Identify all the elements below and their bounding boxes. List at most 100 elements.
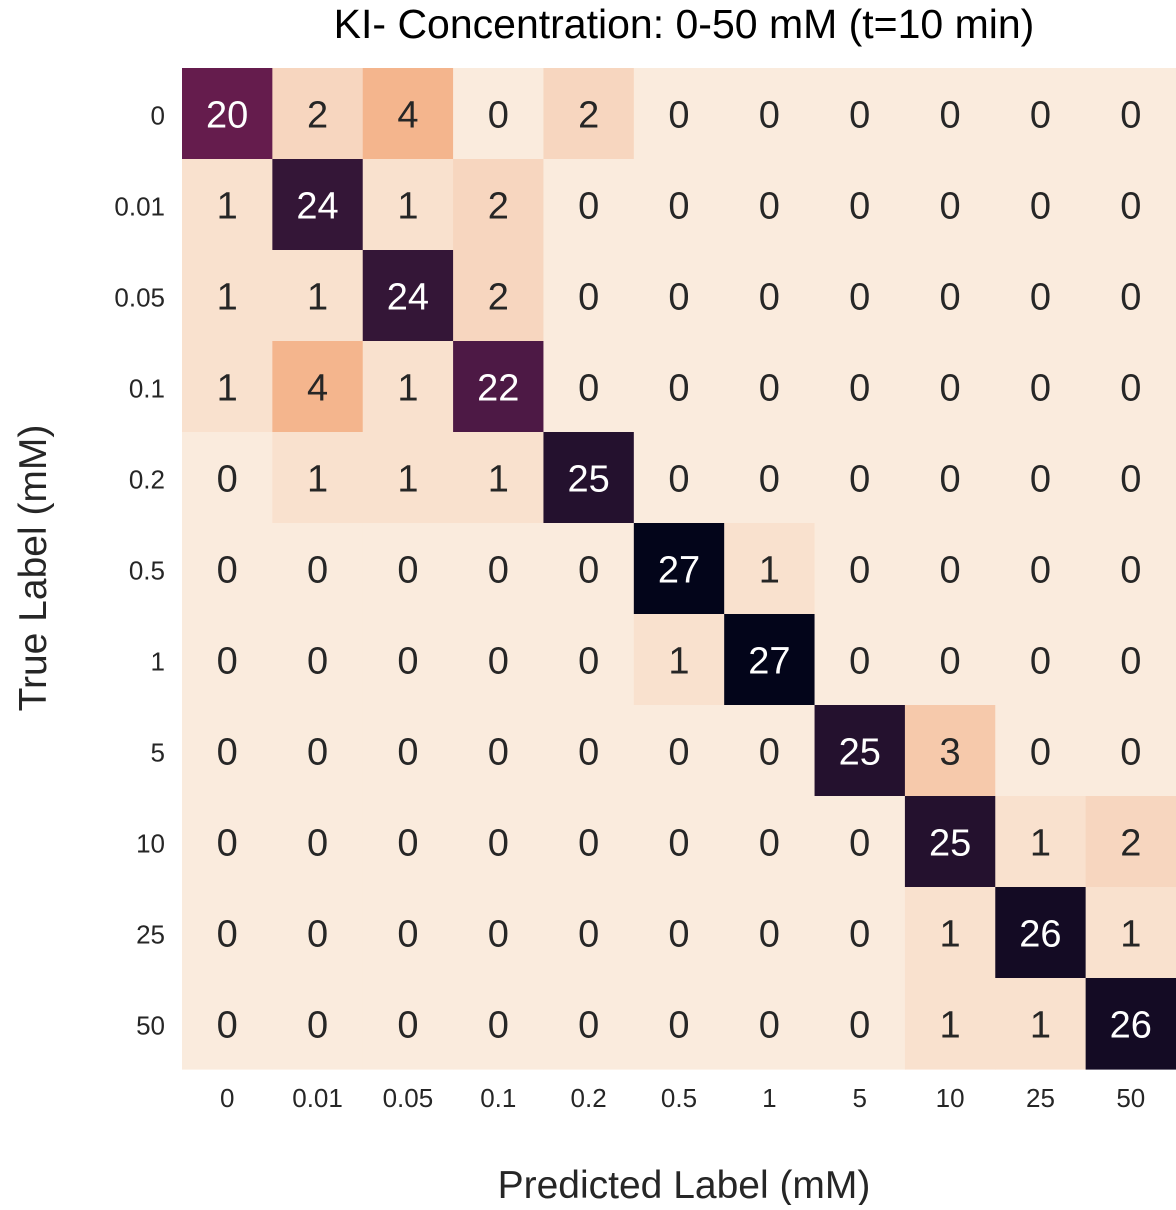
heatmap-cell-r2-c3 [453,250,545,342]
cell-value-label-r7-c10: 0 [1120,732,1141,774]
cell-value-label-r8-c4: 0 [578,823,599,865]
cell-value-label-r3-c2: 1 [397,368,418,410]
cell-value-label-r2-c9: 0 [1030,277,1051,319]
heatmap-cell-r0-c0 [182,68,273,160]
heatmap-cell-r9-c0 [182,887,273,979]
cell-value-label-r0-c10: 0 [1120,95,1141,137]
heatmap-cell-r3-c7 [814,341,906,433]
heatmap-cell-r9-c5 [633,887,725,979]
cell-value-label-r1-c7: 0 [849,186,870,228]
cell-value-label-r1-c10: 0 [1120,186,1141,228]
heatmap-cell-r3-c4 [543,341,635,433]
cell-value-label-r2-c3: 2 [488,277,509,319]
heatmap-cell-r8-c0 [182,796,273,888]
heatmap-cell-r6-c10 [1085,614,1176,706]
cell-value-label-r7-c5: 0 [668,732,689,774]
cell-value-label-r9-c2: 0 [397,914,418,956]
cell-value-label-r7-c8: 3 [940,732,961,774]
heatmap-cell-r10-c8 [904,978,996,1070]
cell-value-label-r3-c1: 4 [307,368,328,410]
heatmap-cell-r4-c0 [182,432,273,524]
cell-value-label-r0-c5: 0 [668,95,689,137]
heatmap-cell-r8-c1 [272,796,364,888]
heatmap-cell-r6-c8 [904,614,996,706]
cell-value-label-r3-c8: 0 [940,368,961,410]
heatmap-cell-r6-c9 [995,614,1087,706]
heatmap-cell-r2-c8 [904,250,996,342]
cell-value-label-r9-c0: 0 [217,914,238,956]
heatmap-cell-r9-c10 [1085,887,1176,979]
heatmap-cell-r2-c10 [1085,250,1176,342]
heatmap-cell-r6-c3 [453,614,545,706]
heatmap-cell-r3-c0 [182,341,273,433]
heatmap-cell-r3-c5 [633,341,725,433]
heatmap-cell-r2-c6 [724,250,816,342]
cell-value-label-r10-c10: 26 [1110,1005,1152,1047]
cell-value-label-r2-c2: 24 [387,277,429,319]
heatmap-cell-r10-c4 [543,978,635,1070]
heatmap-cell-r6-c2 [362,614,454,706]
x-tick-label: 0.05 [383,1083,434,1113]
cell-value-label-r5-c2: 0 [397,550,418,592]
heatmap-cell-labels: 20 2 4 0 2 0 0 0 0 0 01 24 1 2 0 0 0 0 0 0 01 1 24 2 0 0 0 0 0 0 01 4 1 2… [206,95,1152,1047]
heatmap-cell-r1-c1 [272,159,364,251]
cell-value-label-r9-c6: 0 [759,914,780,956]
heatmap-cell-r6-c5 [633,614,725,706]
heatmap-cell-r6-c6 [724,614,816,706]
heatmap-cell-r2-c9 [995,250,1087,342]
heatmap-cells [182,68,1176,1070]
cell-value-label-r1-c5: 0 [668,186,689,228]
cell-value-label-r9-c7: 0 [849,914,870,956]
heatmap-cell-r3-c6 [724,341,816,433]
y-tick-label: 0 [151,101,165,131]
heatmap-cell-r7-c7 [814,705,906,797]
heatmap-cell-r6-c7 [814,614,906,706]
heatmap-cell-r0-c6 [724,68,816,160]
heatmap-cell-r1-c10 [1085,159,1176,251]
heatmap-cell-r0-c2 [362,68,454,160]
chart-title: KI- Concentration: 0-50 mM (t=10 min) [334,1,1035,47]
cell-value-label-r3-c9: 0 [1030,368,1051,410]
cell-value-label-r6-c4: 0 [578,641,599,683]
x-tick-label: 50 [1116,1083,1145,1113]
cell-value-label-r5-c5: 27 [658,550,700,592]
x-tick-label: 0.1 [480,1083,516,1113]
y-tick-label: 0.5 [129,556,165,586]
cell-value-label-r5-c10: 0 [1120,550,1141,592]
x-axis-label: Predicted Label (mM) [498,1164,871,1205]
heatmap-cell-r0-c5 [633,68,725,160]
heatmap-cell-r5-c5 [633,523,725,615]
cell-value-label-r8-c1: 0 [307,823,328,865]
heatmap-cell-r1-c2 [362,159,454,251]
cell-value-label-r6-c5: 1 [668,641,689,683]
cell-value-label-r4-c9: 0 [1030,459,1051,501]
cell-value-label-r5-c4: 0 [578,550,599,592]
cell-value-label-r3-c3: 22 [477,368,519,410]
heatmap-cell-r7-c1 [272,705,364,797]
cell-value-label-r4-c6: 0 [759,459,780,501]
x-axis-tick-labels: 0 0.01 0.05 0.1 0.2 0.5 1 5 10 25 50 [220,1083,1145,1113]
cell-value-label-r2-c6: 0 [759,277,780,319]
cell-value-label-r2-c8: 0 [940,277,961,319]
heatmap-cell-r8-c10 [1085,796,1176,888]
cell-value-label-r0-c9: 0 [1030,95,1051,137]
cell-value-label-r7-c1: 0 [307,732,328,774]
cell-value-label-r5-c6: 1 [759,550,780,592]
heatmap-cell-r10-c0 [182,978,273,1070]
heatmap-cell-r8-c9 [995,796,1087,888]
cell-value-label-r1-c8: 0 [940,186,961,228]
cell-value-label-r6-c8: 0 [940,641,961,683]
cell-value-label-r2-c4: 0 [578,277,599,319]
heatmap-cell-r4-c1 [272,432,364,524]
cell-value-label-r2-c10: 0 [1120,277,1141,319]
heatmap-cell-r8-c7 [814,796,906,888]
heatmap-cell-r7-c6 [724,705,816,797]
cell-value-label-r9-c9: 26 [1019,914,1061,956]
x-tick-label: 10 [936,1083,965,1113]
heatmap-cell-r6-c4 [543,614,635,706]
cell-value-label-r0-c3: 0 [488,95,509,137]
cell-value-label-r2-c1: 1 [307,277,328,319]
y-tick-label: 1 [151,647,165,677]
cell-value-label-r6-c9: 0 [1030,641,1051,683]
cell-value-label-r0-c0: 20 [206,95,248,137]
